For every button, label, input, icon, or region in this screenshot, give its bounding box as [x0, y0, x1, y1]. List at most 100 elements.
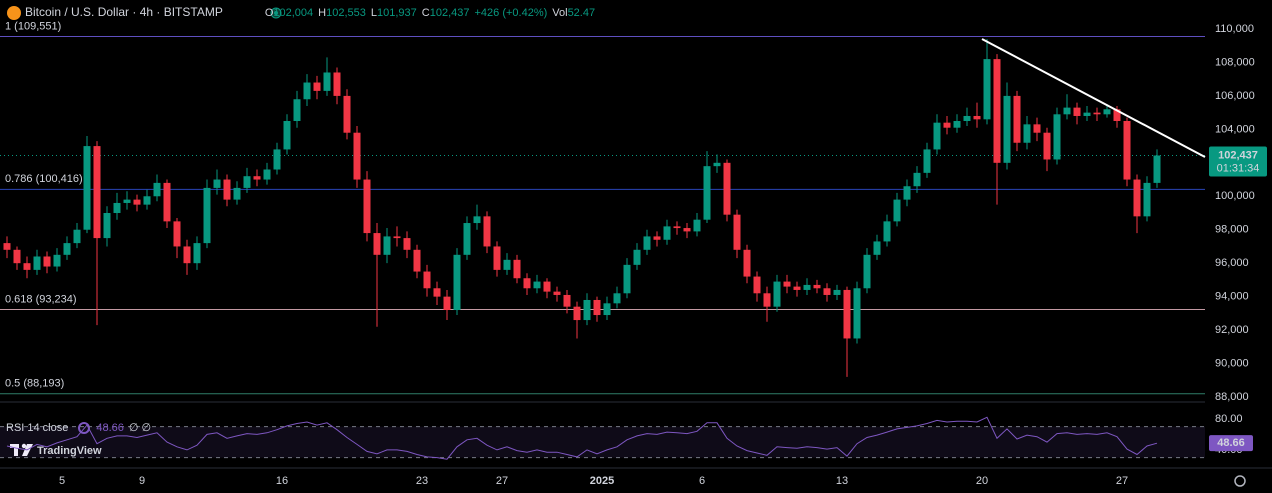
candle-body	[273, 149, 281, 170]
y-tick-label: 92,000	[1215, 324, 1249, 336]
trendline	[981, 38, 1206, 158]
rsi-value-box	[1209, 435, 1253, 452]
candle-body	[993, 59, 1001, 163]
candle-body	[983, 59, 991, 120]
candle-body	[343, 95, 351, 133]
candle-body	[1103, 109, 1111, 115]
candle-body	[183, 246, 191, 264]
candle-body	[573, 306, 581, 321]
fib-level-label: 0.5 (88,193)	[5, 378, 64, 390]
candle-body	[893, 199, 901, 222]
candle-body	[703, 166, 711, 220]
y-tick-label: 98,000	[1215, 224, 1249, 236]
candle-body	[773, 281, 781, 307]
candle-body	[33, 256, 41, 270]
candle-body	[623, 264, 631, 294]
candle-body	[913, 172, 921, 187]
candle-body	[663, 226, 671, 240]
candle-body	[633, 249, 641, 265]
candle-body	[1073, 107, 1081, 116]
volume-key: Vol	[552, 7, 567, 19]
last-price-box	[1209, 146, 1267, 177]
ohlc-value: 101,937	[377, 7, 417, 19]
candle-body	[163, 182, 171, 222]
ohlc-value: 102,437	[430, 7, 470, 19]
candle-body	[483, 216, 491, 247]
countdown: 01:31:34	[1217, 162, 1260, 174]
candle-body	[1083, 112, 1091, 116]
candle-body	[63, 243, 71, 255]
x-tick-label: 16	[276, 475, 288, 487]
y-tick-label: 110,000	[1215, 23, 1254, 35]
candle-body	[43, 256, 51, 267]
y-tick-label: 90,000	[1215, 357, 1249, 369]
y-tick-label: 88,000	[1215, 391, 1249, 403]
candle-body	[143, 196, 151, 205]
candle-body	[723, 162, 731, 215]
candle-body	[243, 176, 251, 188]
candle-body	[1113, 109, 1121, 121]
candle-body	[403, 238, 411, 250]
x-tick-label: 13	[836, 475, 848, 487]
fib-level-label: 1 (109,551)	[5, 20, 61, 32]
candle-body	[953, 121, 961, 128]
candle-body	[443, 296, 451, 311]
candle-body	[583, 299, 591, 321]
candle-body	[1013, 95, 1021, 143]
volume-value: 52.47	[568, 7, 596, 19]
candle-body	[463, 223, 471, 255]
x-tick-label: 9	[139, 475, 145, 487]
candle-body	[263, 169, 271, 180]
candle-body	[1033, 124, 1041, 133]
ohlc-value: 102,004	[273, 7, 313, 19]
candle-body	[783, 281, 791, 287]
candle-body	[233, 187, 241, 200]
ohlc-key: C	[422, 7, 430, 19]
candle-body	[93, 146, 101, 239]
candle-body	[603, 303, 611, 316]
ohlc-key: H	[318, 7, 326, 19]
symbol-icon	[7, 6, 21, 20]
candle-body	[523, 278, 531, 289]
brand-name: TradingView	[37, 445, 102, 457]
change: +426 (+0.42%)	[474, 7, 547, 19]
fib-level-label: 0.786 (100,416)	[5, 173, 83, 185]
fib-level-label: 0.618 (93,234)	[5, 293, 77, 305]
candle-body	[323, 72, 331, 91]
candle-body	[123, 199, 131, 203]
candle-body	[883, 221, 891, 242]
header-legend: Bitcoin / U.S. Dollar · 4h · BITSTAMP O10…	[25, 5, 595, 19]
candle-body	[1043, 132, 1051, 160]
settings-icon[interactable]	[1234, 475, 1246, 487]
candle-body	[473, 216, 481, 224]
candle-body	[753, 276, 761, 294]
candle-body	[693, 219, 701, 232]
y-tick-label: 100,000	[1215, 190, 1255, 202]
candle-body	[813, 284, 821, 289]
candle-body	[903, 186, 911, 200]
candle-body	[83, 146, 91, 230]
y-tick-label: 104,000	[1215, 123, 1255, 135]
candle-body	[923, 149, 931, 173]
candle-body	[253, 176, 261, 180]
candle-body	[373, 233, 381, 255]
candle-body	[423, 271, 431, 289]
y-tick-label: 94,000	[1215, 291, 1249, 303]
rsi-line	[6, 416, 1158, 460]
candle-body	[543, 281, 551, 292]
x-tick-label: 27	[1116, 475, 1128, 487]
x-tick-label: 23	[416, 475, 428, 487]
candle-body	[743, 249, 751, 277]
candle-body	[283, 121, 291, 150]
candle-body	[333, 72, 341, 96]
candle-body	[413, 249, 421, 272]
candle-body	[173, 221, 181, 247]
candle-body	[1053, 114, 1061, 160]
candle-body	[613, 293, 621, 304]
candle-body	[513, 259, 521, 279]
candle-body	[533, 281, 541, 289]
market-status-dot[interactable]	[274, 11, 278, 15]
candle-body	[793, 286, 801, 290]
